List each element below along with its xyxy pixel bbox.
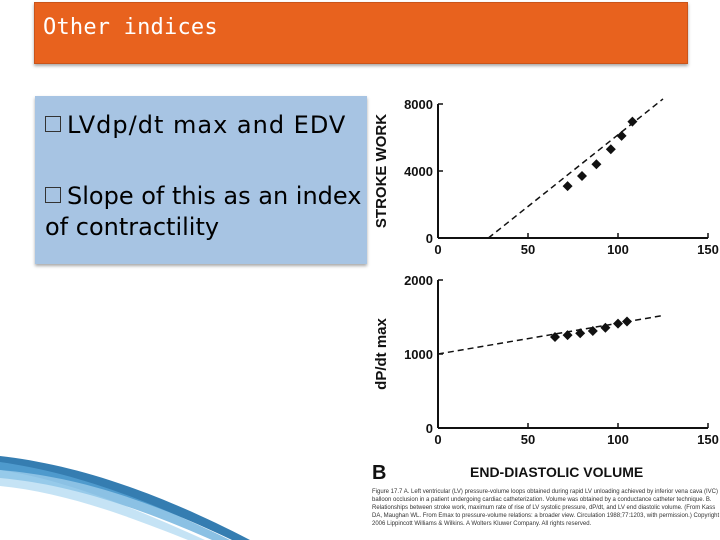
data-point [591,159,602,170]
y-axis-label: dP/dt max [373,318,390,390]
y-tick-label: 2000 [404,273,433,288]
data-point [575,328,586,339]
x-tick-label: 100 [607,242,629,257]
y-tick-label: 4000 [404,164,433,179]
x-tick-label: 100 [607,432,629,447]
data-point [627,116,638,127]
data-point [562,181,573,192]
bullet-marker-icon [45,187,61,203]
x-tick-label: 0 [434,432,441,447]
data-point [600,322,611,333]
x-tick-label: 150 [697,242,719,257]
bullet-marker-icon [45,116,61,132]
bullet-item: Slope of this as an index of contractili… [45,181,365,243]
slide-title: Other indices [43,15,218,40]
data-point [577,171,587,182]
figure-caption: Figure 17.7 A. Left ventricular (LV) pre… [372,489,720,527]
data-point [587,326,598,337]
data-point [616,130,627,141]
x-tick-label: 50 [521,432,535,447]
y-axis-label: STROKE WORK [373,114,390,228]
title-bar: Other indices [34,2,688,64]
bullet-box: LVdp/dt max and EDV Slope of this as an … [35,96,367,264]
y-tick-label: 8000 [404,97,433,112]
x-axis-label: END-DIASTOLIC VOLUME [470,464,643,480]
x-tick-label: 50 [521,242,535,257]
fit-line [487,98,664,239]
bullet-item: LVdp/dt max and EDV [45,110,346,141]
panel-label: B [372,462,386,484]
data-point [550,331,560,342]
data-point [562,330,573,341]
figure: B END-DIASTOLIC VOLUME 0 50 100 150 0 4000 800… [372,97,719,484]
x-tick-label: 150 [697,432,719,447]
decorative-swoosh [0,456,250,540]
y-tick-label: 0 [426,231,433,246]
x-tick-label: 0 [434,242,441,257]
data-point [605,144,616,155]
y-tick-label: 1000 [404,347,433,362]
bullet-text: LVdp/dt max and EDV [67,111,347,139]
data-point [622,316,632,327]
y-tick-label: 0 [426,421,433,436]
bullet-text: Slope of this as an index of contractili… [45,182,362,241]
data-point [613,318,623,329]
